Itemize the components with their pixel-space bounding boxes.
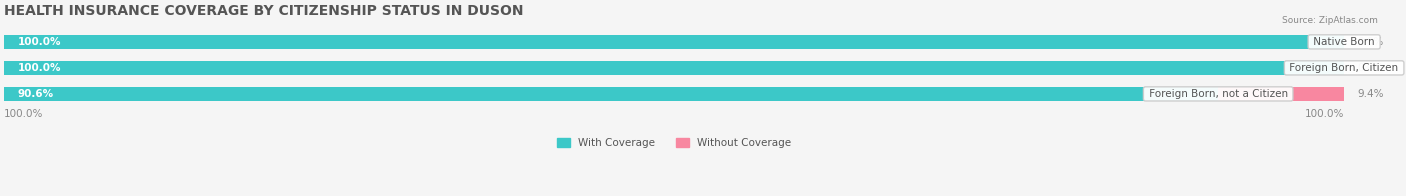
Text: 100.0%: 100.0% bbox=[4, 109, 44, 119]
Text: 0.0%: 0.0% bbox=[1358, 63, 1384, 73]
Bar bbox=[4, 35, 1344, 49]
Bar bbox=[1218, 87, 1344, 101]
Legend: With Coverage, Without Coverage: With Coverage, Without Coverage bbox=[553, 134, 796, 152]
Bar bbox=[4, 87, 1344, 101]
Text: 0.0%: 0.0% bbox=[1358, 37, 1384, 47]
Bar bbox=[4, 87, 1218, 101]
Bar bbox=[4, 35, 1344, 49]
Bar bbox=[4, 61, 1344, 75]
Text: HEALTH INSURANCE COVERAGE BY CITIZENSHIP STATUS IN DUSON: HEALTH INSURANCE COVERAGE BY CITIZENSHIP… bbox=[4, 4, 523, 18]
Text: 100.0%: 100.0% bbox=[17, 63, 60, 73]
Text: 90.6%: 90.6% bbox=[17, 89, 53, 99]
Text: 100.0%: 100.0% bbox=[17, 37, 60, 47]
Text: 100.0%: 100.0% bbox=[1305, 109, 1344, 119]
Bar bbox=[4, 61, 1344, 75]
Text: Native Born: Native Born bbox=[1310, 37, 1378, 47]
Text: 9.4%: 9.4% bbox=[1358, 89, 1384, 99]
Text: Foreign Born, not a Citizen: Foreign Born, not a Citizen bbox=[1146, 89, 1291, 99]
Text: Source: ZipAtlas.com: Source: ZipAtlas.com bbox=[1282, 16, 1378, 25]
Text: Foreign Born, Citizen: Foreign Born, Citizen bbox=[1286, 63, 1402, 73]
